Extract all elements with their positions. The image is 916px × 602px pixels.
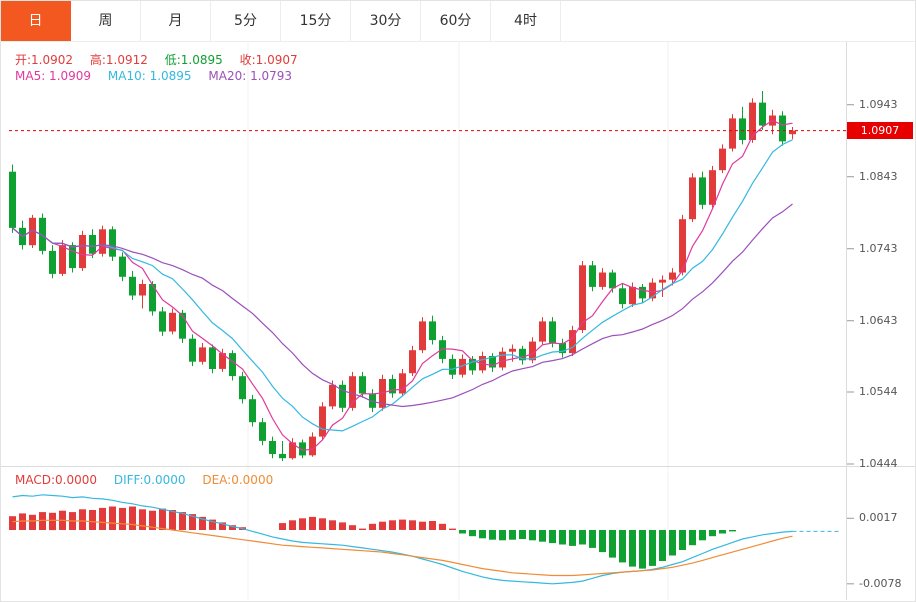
diff-value: DIFF:0.0000 xyxy=(113,473,186,487)
macd-legend: MACD:0.0000 DIFF:0.0000 DEA:0.0000 xyxy=(15,473,286,487)
tab-5min[interactable]: 5分 xyxy=(211,1,281,41)
tab-15min[interactable]: 15分 xyxy=(281,1,351,41)
macd-value: MACD:0.0000 xyxy=(15,473,98,487)
price-axis-label: 1.0643 xyxy=(859,314,898,327)
current-price-tag: 1.0907 xyxy=(847,122,913,139)
open-value: 开:1.0902 xyxy=(15,53,74,67)
ohlc-legend: 开:1.0902 高:1.0912 低:1.0895 收:1.0907 xyxy=(15,51,311,68)
price-axis-label: 1.0444 xyxy=(859,457,898,470)
ma5-value: MA5: 1.0909 xyxy=(15,69,92,83)
ma-legend: MA5: 1.0909 MA10: 1.0895 MA20: 1.0793 xyxy=(15,69,305,83)
price-axis-label: 1.0843 xyxy=(859,170,898,183)
tab-30min[interactable]: 30分 xyxy=(351,1,421,41)
high-value: 高:1.0912 xyxy=(89,53,148,67)
period-tabbar: 日 周 月 5分 15分 30分 60分 4时 xyxy=(1,1,915,42)
tab-day[interactable]: 日 xyxy=(1,1,71,41)
ma20-value: MA20: 1.0793 xyxy=(208,69,293,83)
macd-axis-label: -0.0078 xyxy=(859,577,902,590)
tab-month[interactable]: 月 xyxy=(141,1,211,41)
price-axis-label: 1.0943 xyxy=(859,98,898,111)
close-value: 收:1.0907 xyxy=(239,53,298,67)
ma10-value: MA10: 1.0895 xyxy=(107,69,192,83)
tab-60min[interactable]: 60分 xyxy=(421,1,491,41)
macd-axis-label: 0.0017 xyxy=(859,511,898,524)
tab-4hour[interactable]: 4时 xyxy=(491,1,561,41)
price-axis-label: 1.0544 xyxy=(859,385,898,398)
low-value: 低:1.0895 xyxy=(164,53,223,67)
dea-value: DEA:0.0000 xyxy=(202,473,274,487)
price-axis-label: 1.0743 xyxy=(859,242,898,255)
tab-week[interactable]: 周 xyxy=(71,1,141,41)
